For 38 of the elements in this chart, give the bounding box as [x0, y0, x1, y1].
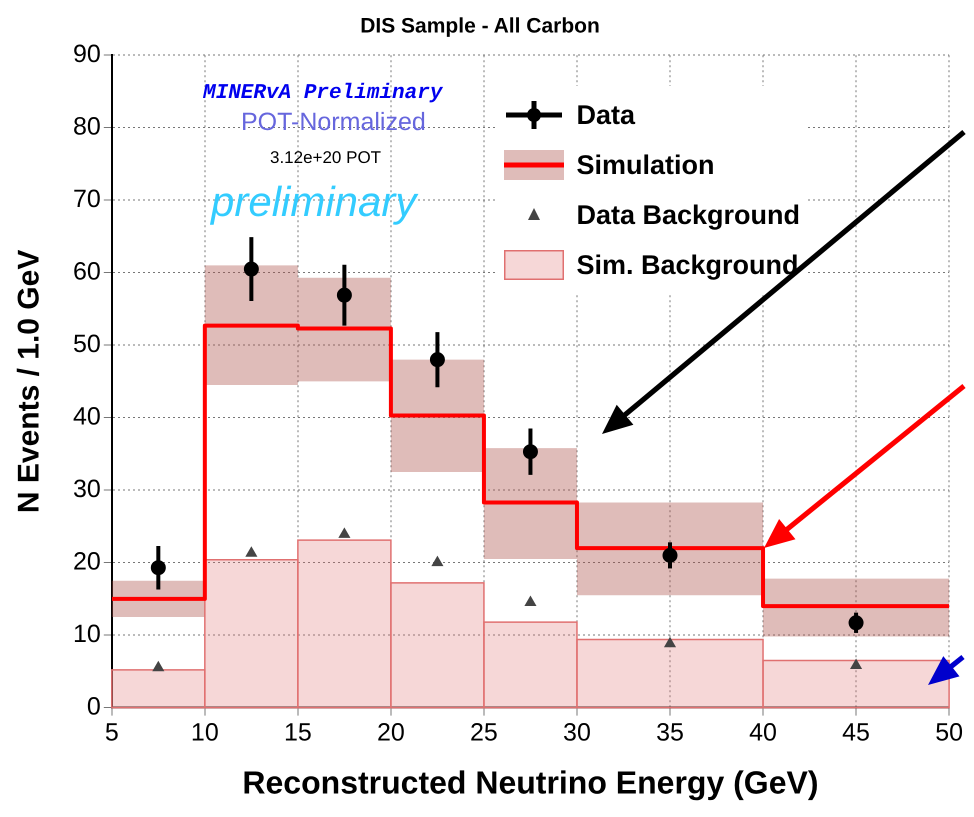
x-tick-label: 30 — [563, 718, 591, 746]
point — [152, 661, 164, 672]
y-tick-label: 40 — [72, 402, 101, 431]
point — [850, 659, 862, 670]
x-tick-label: 25 — [470, 718, 498, 746]
legend-label: Data — [576, 100, 635, 130]
y-tick-label: 30 — [72, 475, 101, 504]
y-tick-label: 80 — [72, 112, 101, 141]
y-tick-label: 90 — [72, 40, 101, 68]
annotation: preliminary — [211, 178, 416, 226]
y-tick-label: 50 — [72, 330, 101, 358]
point — [432, 556, 444, 566]
y-tick-label: 60 — [72, 258, 101, 286]
x-tick-label: 10 — [190, 718, 219, 746]
point — [338, 528, 350, 538]
point — [664, 637, 676, 648]
y-tick-label: 10 — [72, 620, 101, 648]
y-tick-label: 0 — [86, 692, 101, 720]
annotation: 3.12e+20 POT — [270, 148, 382, 168]
annotation: POT-Normalized — [241, 108, 426, 137]
x-tick-label: 5 — [104, 718, 119, 746]
x-tick-label: 20 — [377, 718, 405, 746]
x-axis-title: Reconstructed Neutrino Energy (GeV) — [242, 764, 818, 801]
x-tick-label: 50 — [935, 718, 963, 746]
x-tick-label: 15 — [284, 718, 312, 746]
y-axis-title: N Events / 1.0 GeV — [12, 250, 46, 514]
legend-label: Simulation — [576, 150, 714, 180]
chart-title: DIS Sample - All Carbon — [360, 14, 600, 38]
x-tick-label: 35 — [656, 718, 684, 746]
legend-label: Sim. Background — [576, 250, 798, 280]
x-tick-label: 45 — [842, 718, 870, 746]
annotation: MINERvA Preliminary — [203, 82, 442, 105]
point — [246, 546, 258, 557]
legend-label: Data Background — [576, 200, 800, 230]
y-tick-label: 70 — [72, 185, 101, 214]
x-tick-label: 40 — [749, 718, 777, 746]
y-tick-label: 20 — [72, 548, 101, 576]
point — [524, 596, 536, 606]
